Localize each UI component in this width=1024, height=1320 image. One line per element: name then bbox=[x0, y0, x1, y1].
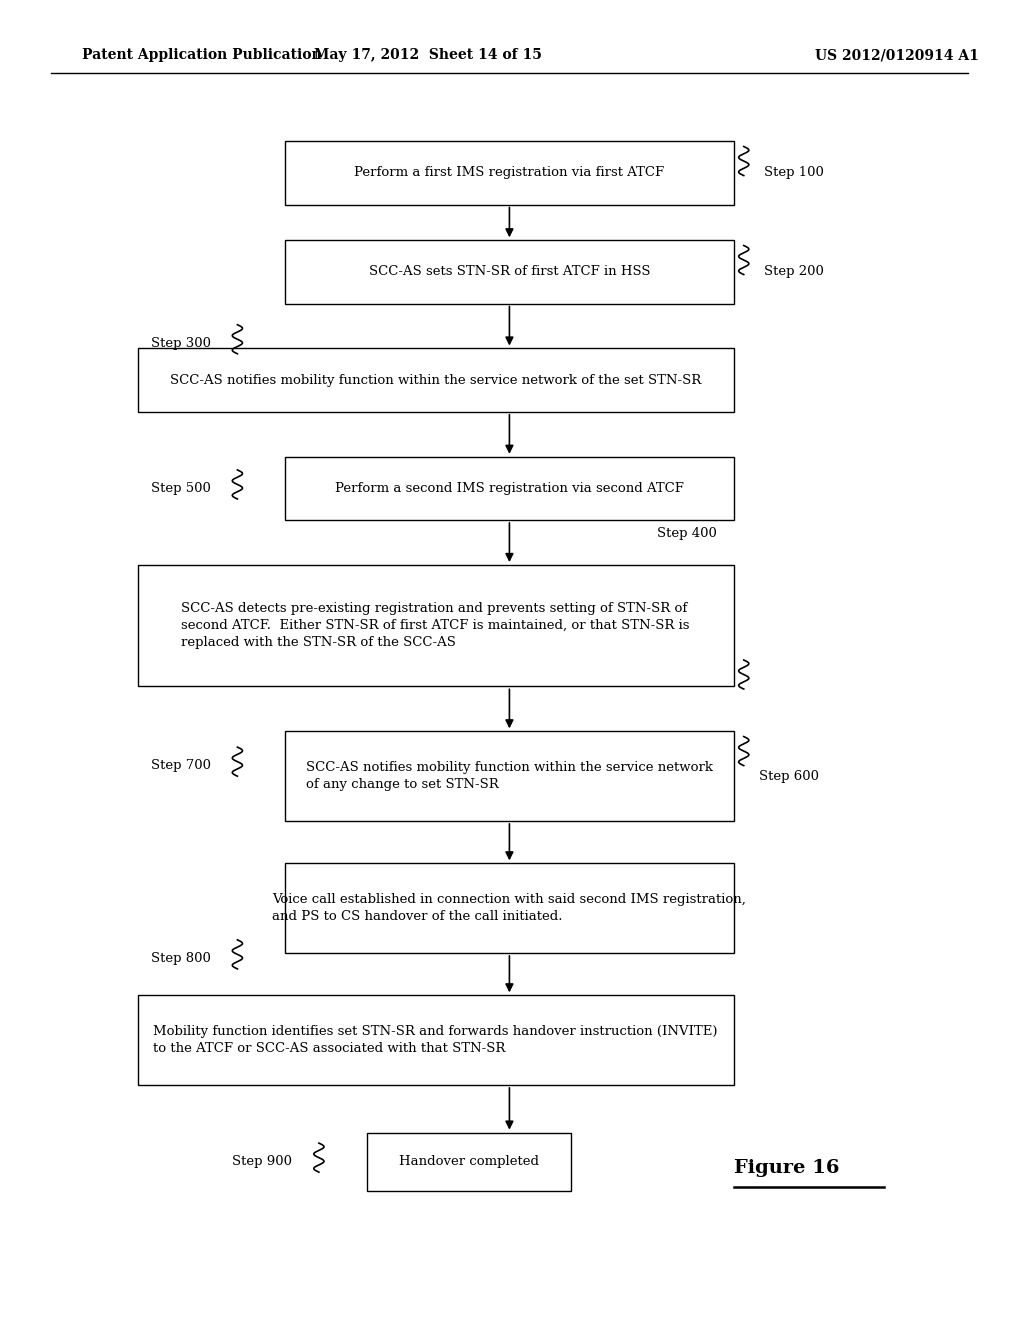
Text: May 17, 2012  Sheet 14 of 15: May 17, 2012 Sheet 14 of 15 bbox=[314, 49, 542, 62]
Text: SCC-AS notifies mobility function within the service network
of any change to se: SCC-AS notifies mobility function within… bbox=[306, 762, 713, 791]
Text: SCC-AS detects pre-existing registration and prevents setting of STN-SR of
secon: SCC-AS detects pre-existing registration… bbox=[181, 602, 690, 649]
FancyBboxPatch shape bbox=[367, 1133, 570, 1191]
Text: Figure 16: Figure 16 bbox=[733, 1159, 839, 1177]
Text: Patent Application Publication: Patent Application Publication bbox=[82, 49, 322, 62]
Text: US 2012/0120914 A1: US 2012/0120914 A1 bbox=[815, 49, 979, 62]
Text: SCC-AS sets STN-SR of first ATCF in HSS: SCC-AS sets STN-SR of first ATCF in HSS bbox=[369, 265, 650, 279]
Text: Step 100: Step 100 bbox=[764, 166, 824, 180]
FancyBboxPatch shape bbox=[286, 863, 733, 953]
FancyBboxPatch shape bbox=[137, 565, 733, 686]
FancyBboxPatch shape bbox=[286, 240, 733, 304]
Text: Mobility function identifies set STN-SR and forwards handover instruction (INVIT: Mobility function identifies set STN-SR … bbox=[154, 1026, 718, 1055]
Text: Step 700: Step 700 bbox=[151, 759, 211, 772]
Text: Voice call established in connection with said second IMS registration,
and PS t: Voice call established in connection wit… bbox=[272, 894, 746, 923]
Text: Step 400: Step 400 bbox=[657, 527, 717, 540]
Text: Handover completed: Handover completed bbox=[398, 1155, 539, 1168]
Text: Step 900: Step 900 bbox=[232, 1155, 292, 1168]
Text: Step 600: Step 600 bbox=[759, 770, 819, 783]
FancyBboxPatch shape bbox=[286, 457, 733, 520]
FancyBboxPatch shape bbox=[137, 995, 733, 1085]
FancyBboxPatch shape bbox=[286, 731, 733, 821]
Text: SCC-AS notifies mobility function within the service network of the set STN-SR: SCC-AS notifies mobility function within… bbox=[170, 374, 701, 387]
Text: Perform a first IMS registration via first ATCF: Perform a first IMS registration via fir… bbox=[354, 166, 665, 180]
Text: Perform a second IMS registration via second ATCF: Perform a second IMS registration via se… bbox=[335, 482, 684, 495]
Text: Step 300: Step 300 bbox=[151, 337, 211, 350]
FancyBboxPatch shape bbox=[137, 348, 733, 412]
FancyBboxPatch shape bbox=[286, 141, 733, 205]
Text: Step 500: Step 500 bbox=[151, 482, 211, 495]
Text: Step 200: Step 200 bbox=[764, 265, 824, 279]
Text: Step 800: Step 800 bbox=[151, 952, 211, 965]
